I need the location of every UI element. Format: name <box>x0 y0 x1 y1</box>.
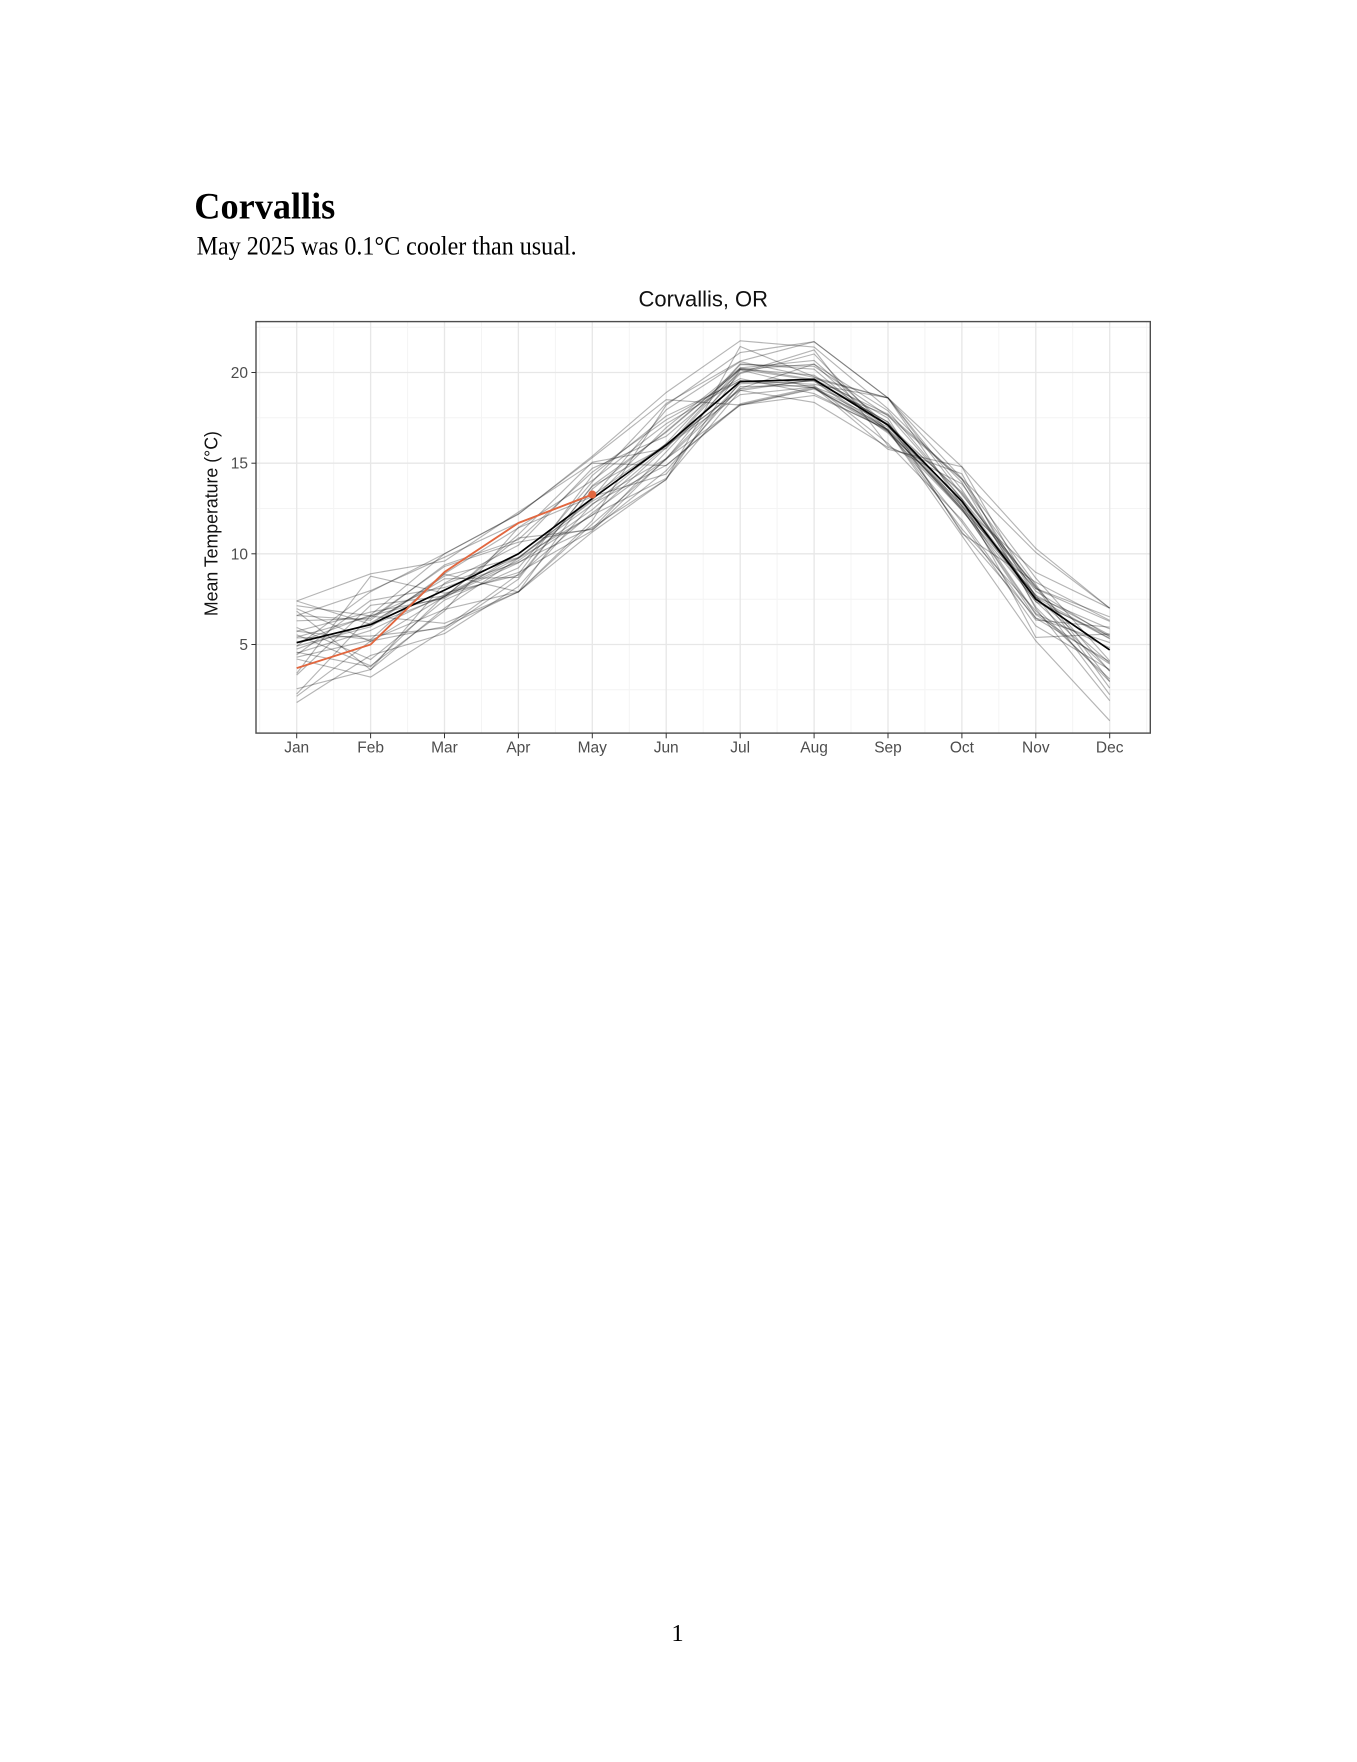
svg-text:May: May <box>578 739 608 756</box>
svg-text:Apr: Apr <box>506 739 530 756</box>
svg-text:Feb: Feb <box>357 739 384 756</box>
svg-text:Jun: Jun <box>654 739 679 756</box>
svg-text:Oct: Oct <box>950 739 975 756</box>
svg-text:Jul: Jul <box>730 739 750 756</box>
svg-text:5: 5 <box>239 637 248 654</box>
svg-text:10: 10 <box>231 546 249 563</box>
svg-text:May 2025 was 0.1°C cooler than: May 2025 was 0.1°C cooler than usual. <box>197 230 577 260</box>
svg-text:Sep: Sep <box>874 739 902 756</box>
svg-text:Jan: Jan <box>284 739 309 756</box>
svg-text:Dec: Dec <box>1096 739 1124 756</box>
svg-text:1: 1 <box>671 1620 683 1647</box>
svg-text:Mar: Mar <box>431 739 458 756</box>
svg-text:Corvallis, OR: Corvallis, OR <box>639 286 769 311</box>
svg-text:Corvallis: Corvallis <box>194 186 335 227</box>
svg-text:Nov: Nov <box>1022 739 1050 756</box>
svg-text:Aug: Aug <box>800 739 828 756</box>
svg-text:Mean Temperature (°C): Mean Temperature (°C) <box>200 431 221 616</box>
svg-text:15: 15 <box>231 456 248 473</box>
svg-text:20: 20 <box>231 365 249 382</box>
